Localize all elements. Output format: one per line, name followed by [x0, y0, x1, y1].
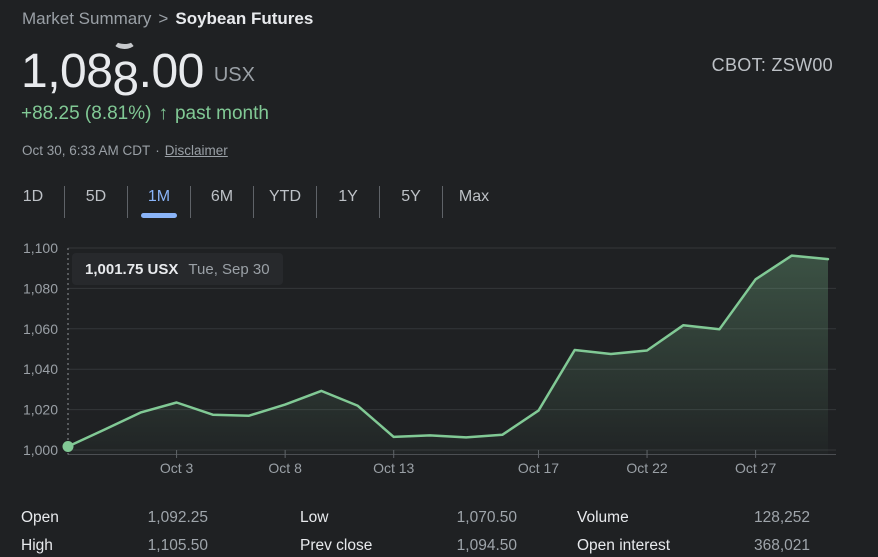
price-line: [66, 254, 830, 448]
tab-1m-label: 1M: [147, 188, 171, 205]
time-range-tabs: 1D 5D 1M 6M YTD 1Y 5Y Max: [2, 186, 505, 218]
stat-open-value: 1,092.25: [147, 509, 208, 526]
stat-prev-close: Prev close 1,094.50: [300, 536, 517, 556]
chart-tooltip: 1,001.75 USX Tue, Sep 30: [72, 253, 283, 285]
stat-low-label: Low: [300, 509, 329, 526]
stat-prev-close-label: Prev close: [300, 537, 373, 554]
stat-open-interest-label: Open interest: [577, 537, 671, 554]
timestamp-separator-dot: ·: [155, 143, 160, 158]
disclaimer-link[interactable]: Disclaimer: [164, 143, 228, 158]
price-change-value: +88.25 (8.81%): [21, 103, 152, 124]
price-change-row: +88.25 (8.81%) ↑ past month: [21, 103, 269, 125]
price-chart-svg: 1,000 1,020 1,040 1,060 1,080 1,100 Oct 3 Oct 8…: [23, 240, 836, 476]
tab-1y[interactable]: 1Y: [316, 186, 379, 218]
tab-max-label: Max: [458, 188, 490, 205]
stat-open-interest: Open interest 368,021: [577, 536, 810, 556]
tab-ytd[interactable]: YTD: [253, 186, 316, 218]
tab-5d-label: 5D: [85, 188, 107, 205]
y-axis-label-1020: 1,020: [23, 402, 58, 418]
stat-open-label: Open: [21, 509, 59, 526]
tab-1y-label: 1Y: [338, 188, 358, 205]
rolling-digit-arc: [113, 34, 137, 49]
stat-volume-value: 128,252: [753, 509, 810, 526]
stat-high-label: High: [21, 537, 53, 554]
x-axis-label-oct-13: Oct 13: [373, 460, 414, 476]
x-axis-label-oct-22: Oct 22: [626, 460, 667, 476]
stat-volume-label: Volume: [577, 509, 629, 526]
price-rolling-digit: 8: [112, 53, 139, 106]
tab-5d[interactable]: 5D: [64, 186, 127, 218]
x-axis-label-oct-17: Oct 17: [518, 460, 559, 476]
y-axis-label-1100: 1,100: [23, 240, 58, 256]
tooltip-date: Tue, Sep 30: [188, 260, 270, 278]
stat-open-interest-value: 368,021: [753, 537, 810, 554]
tooltip-price: 1,001.75 USX: [85, 260, 179, 278]
price-chart[interactable]: 1,000 1,020 1,040 1,060 1,080 1,100 Oct 3 Oct 8…: [0, 238, 878, 483]
price-area-fill: [68, 255, 828, 455]
active-tab-underline: [141, 213, 177, 218]
y-axis-label-1080: 1,080: [23, 280, 58, 296]
stat-low: Low 1,070.50: [300, 508, 517, 528]
tab-5y-label: 5Y: [401, 188, 421, 205]
exchange-ticker: CBOT: ZSW00: [711, 55, 833, 75]
price-row: 1,08 8.00 USX: [21, 44, 255, 106]
breadcrumb-market-summary-link[interactable]: Market Summary: [22, 9, 152, 28]
tab-1d-label: 1D: [22, 188, 44, 205]
y-axis-label-1060: 1,060: [23, 321, 58, 337]
current-price: 1,08 8.00: [21, 44, 205, 106]
stat-volume: Volume 128,252: [577, 508, 810, 528]
breadcrumb: Market Summary > Soybean Futures: [22, 9, 313, 29]
price-suffix: .00: [138, 45, 205, 98]
stat-high-value: 1,105.50: [147, 537, 208, 554]
hovered-point-dot: [62, 440, 74, 452]
breadcrumb-current-page: Soybean Futures: [175, 9, 314, 28]
quote-timestamp: Oct 30, 6:33 AM CDT: [22, 143, 151, 158]
y-axis-label-1040: 1,040: [23, 361, 58, 377]
price-currency-unit: USX: [213, 64, 255, 87]
tab-1d[interactable]: 1D: [2, 186, 64, 218]
x-axis-label-oct-3: Oct 3: [160, 460, 194, 476]
tab-max[interactable]: Max: [442, 186, 505, 218]
tab-ytd-label: YTD: [269, 188, 301, 205]
stat-high: High 1,105.50: [21, 536, 208, 556]
breadcrumb-separator: >: [158, 9, 169, 28]
price-rolling-digit-wrap: 8: [112, 44, 139, 106]
x-axis-label-oct-27: Oct 27: [735, 460, 776, 476]
y-axis-label-1000: 1,000: [23, 442, 58, 458]
price-prefix: 1,08: [21, 45, 113, 98]
price-change-period: past month: [174, 103, 269, 124]
x-axis-label-oct-8: Oct 8: [268, 460, 302, 476]
quote-timestamp-row: Oct 30, 6:33 AM CDT · Disclaimer: [22, 143, 228, 158]
stat-open: Open 1,092.25: [21, 508, 208, 528]
up-arrow-icon: ↑: [158, 103, 168, 124]
stat-low-value: 1,070.50: [456, 509, 517, 526]
tab-6m-label: 6M: [210, 188, 234, 205]
tab-1m-active[interactable]: 1M: [127, 186, 190, 218]
stat-prev-close-value: 1,094.50: [456, 537, 517, 554]
tab-6m[interactable]: 6M: [190, 186, 253, 218]
tab-5y[interactable]: 5Y: [379, 186, 442, 218]
